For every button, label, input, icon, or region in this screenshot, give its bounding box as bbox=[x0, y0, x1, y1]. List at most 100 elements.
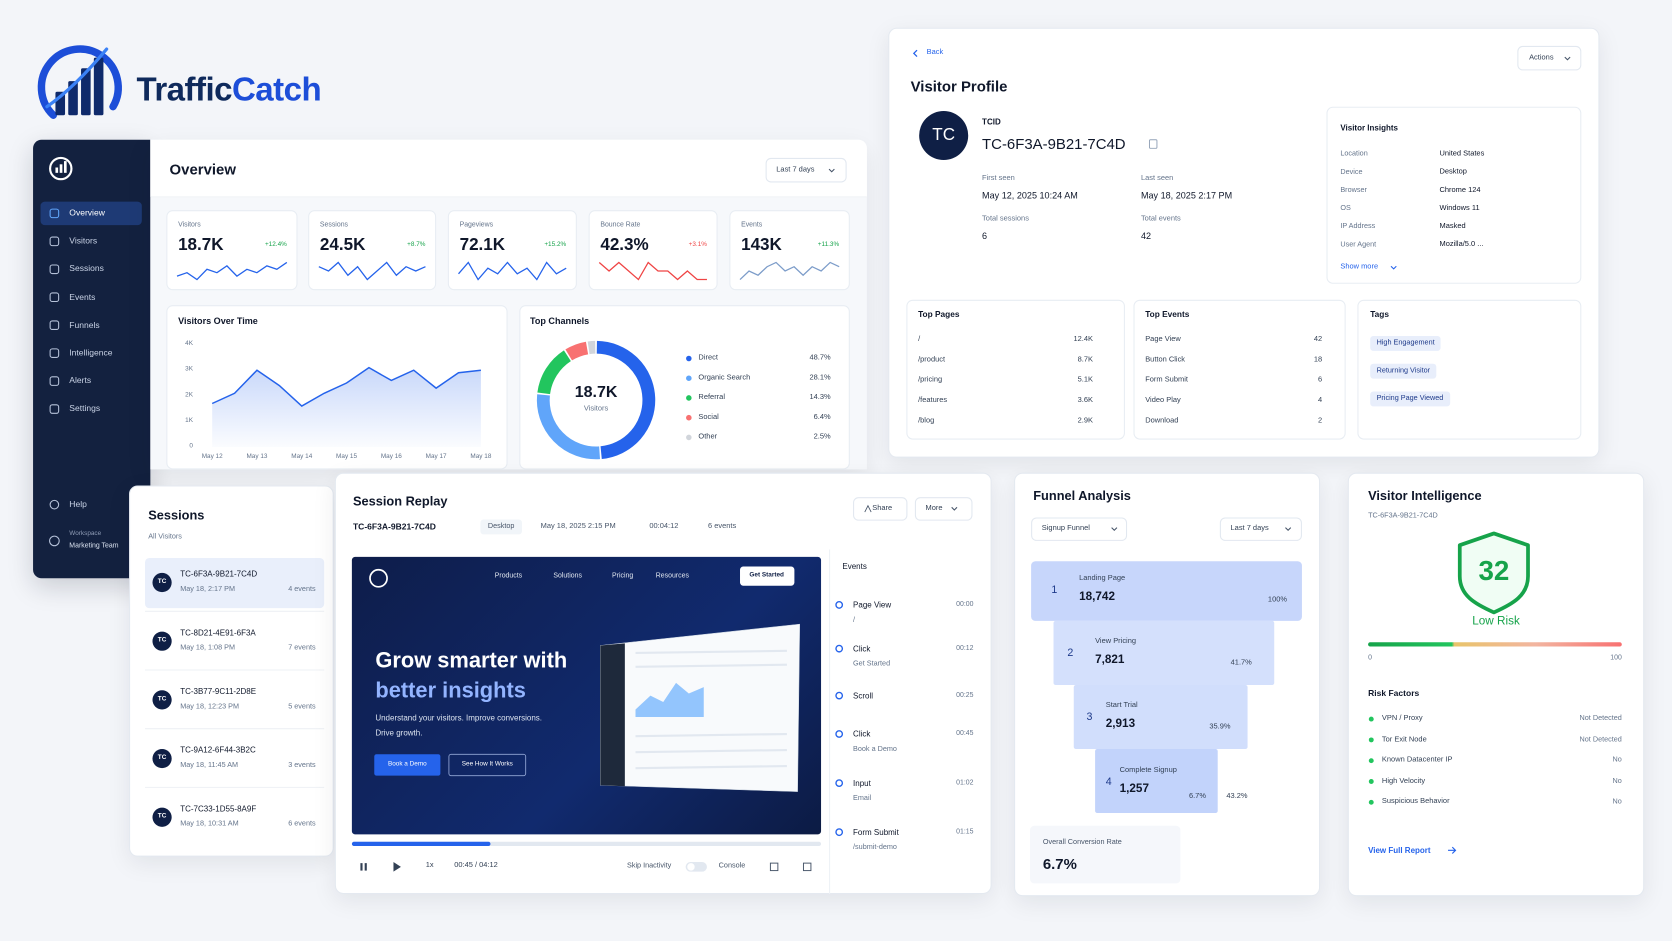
session-events: 3 events bbox=[288, 761, 316, 770]
panel-title: Risk Factors bbox=[1368, 688, 1420, 698]
session-id[interactable]: TC-6F3A-9B21-7C4D bbox=[180, 569, 258, 579]
show-more-link[interactable]: Show more bbox=[1340, 263, 1379, 271]
event-detail: Email bbox=[853, 794, 872, 803]
avatar-initials: TC bbox=[157, 637, 167, 644]
kpi-value: 42.3% bbox=[600, 236, 649, 255]
report-link[interactable]: View Full Report bbox=[1368, 845, 1431, 856]
event-name: Page View bbox=[853, 600, 892, 610]
nav-item[interactable]: Sessions bbox=[69, 264, 104, 274]
console-button[interactable]: Console bbox=[718, 861, 746, 870]
device-pill: Desktop bbox=[480, 519, 522, 535]
legend-label: Other bbox=[698, 432, 718, 441]
nav-item[interactable]: Events bbox=[69, 292, 96, 302]
back-link[interactable]: Back bbox=[926, 48, 944, 57]
visitor-id: TC-6F3A-9B21-7C4D bbox=[982, 135, 1126, 153]
event-name: Scroll bbox=[853, 690, 874, 701]
nav-item[interactable]: Funnels bbox=[69, 320, 100, 330]
overview-header bbox=[150, 139, 867, 198]
site-subtitle: Drive growth. bbox=[375, 728, 423, 738]
filter-label: All Visitors bbox=[148, 533, 182, 541]
section-title: Funnel Analysis bbox=[1033, 488, 1131, 504]
site-headline: Grow smarter with bbox=[375, 648, 568, 673]
step-percent: 100% bbox=[1267, 596, 1288, 604]
nav-item[interactable]: Alerts bbox=[69, 375, 92, 386]
share-button[interactable] bbox=[853, 497, 908, 521]
logo-bar bbox=[93, 57, 104, 116]
nav-item[interactable]: Intelligence bbox=[69, 348, 113, 358]
legend-label: Referral bbox=[698, 393, 725, 401]
more-button[interactable] bbox=[914, 497, 973, 521]
speed-control[interactable]: 1x bbox=[425, 861, 434, 870]
chart-card bbox=[166, 305, 508, 470]
list-value: 12.4K bbox=[1073, 335, 1093, 344]
factor-label: Known Datacenter IP bbox=[1381, 756, 1453, 764]
funnel-dropdown[interactable] bbox=[1031, 517, 1128, 541]
list-label: /features bbox=[918, 396, 948, 405]
legend-value: 6.4% bbox=[813, 413, 831, 421]
step-value: 1,257 bbox=[1119, 782, 1149, 796]
list-label: /blog bbox=[918, 416, 935, 425]
nav-item[interactable]: Help bbox=[69, 499, 87, 510]
legend-label: Social bbox=[698, 413, 719, 421]
tag: Pricing Page Viewed bbox=[1370, 391, 1450, 407]
x-tick-label: May 14 bbox=[291, 453, 313, 461]
kpi-delta: +15.2% bbox=[544, 241, 567, 248]
list-value: 3.6K bbox=[1077, 396, 1093, 405]
logo-ring bbox=[37, 45, 122, 119]
field-label: First seen bbox=[982, 174, 1015, 183]
session-events: 6 events bbox=[708, 522, 737, 531]
kpi-delta: +11.3% bbox=[817, 241, 840, 248]
legend-label: Organic Search bbox=[698, 373, 751, 382]
step-rate: 43.2% bbox=[1226, 792, 1248, 800]
kpi-label: Visitors bbox=[178, 220, 201, 229]
x-tick-label: May 15 bbox=[336, 453, 358, 461]
site-button: See How It Works bbox=[461, 761, 513, 768]
nav-item[interactable]: Visitors bbox=[69, 236, 98, 246]
logo-bar bbox=[81, 68, 91, 116]
factor-status: No bbox=[1612, 756, 1622, 764]
avatar-initials: TC bbox=[932, 126, 956, 145]
step-percent: 6.7% bbox=[1188, 792, 1206, 800]
x-tick-label: May 16 bbox=[380, 453, 402, 461]
session-id[interactable]: TC-9A12-6F44-3B2C bbox=[180, 745, 256, 755]
skip-label: Skip Inactivity bbox=[626, 861, 672, 870]
step-value: 2,913 bbox=[1105, 717, 1136, 731]
session-time: May 18, 11:45 AM bbox=[180, 761, 239, 770]
insight-label: User Agent bbox=[1340, 240, 1377, 248]
site-nav-item: Resources bbox=[655, 571, 689, 580]
list-label: Button Click bbox=[1145, 356, 1186, 364]
list-value: 8.7K bbox=[1077, 356, 1093, 364]
brand-name-part: Traffic bbox=[136, 70, 232, 109]
panel-title: Tags bbox=[1370, 309, 1389, 320]
nav-item[interactable]: Overview bbox=[69, 208, 105, 218]
chart-card bbox=[519, 305, 850, 470]
step-label: Complete Signup bbox=[1119, 766, 1177, 775]
session-id[interactable]: TC-3B77-9C11-2D8E bbox=[180, 686, 257, 697]
list-label: Form Submit bbox=[1145, 376, 1188, 384]
session-time: May 18, 10:31 AM bbox=[180, 820, 239, 828]
visitor-intelligence-card bbox=[1347, 472, 1645, 897]
session-id[interactable]: TC-7C33-1D55-8A9F bbox=[180, 803, 257, 814]
kpi-value: 72.1K bbox=[459, 236, 506, 255]
site-subtitle: Understand your visitors. Improve conver… bbox=[375, 713, 543, 723]
session-id[interactable]: TC-8D21-4E91-6F3A bbox=[180, 627, 256, 638]
range-text: Last 7 days bbox=[776, 166, 815, 174]
kpi-label: Pageviews bbox=[459, 220, 494, 229]
avatar-initials: TC bbox=[157, 696, 167, 703]
nav-item[interactable]: Settings bbox=[69, 403, 101, 414]
factor-label: Suspicious Behavior bbox=[1381, 797, 1450, 806]
list-label: Page View bbox=[1145, 335, 1181, 344]
event-detail: Book a Demo bbox=[853, 745, 897, 754]
risk-label: Low Risk bbox=[1472, 614, 1520, 628]
range-dropdown[interactable] bbox=[1219, 517, 1302, 541]
session-events: 4 events bbox=[288, 585, 316, 594]
event-time: 00:45 bbox=[956, 729, 974, 738]
list-value: 4 bbox=[1318, 396, 1323, 405]
step-label: View Pricing bbox=[1095, 637, 1137, 646]
session-events: 5 events bbox=[288, 703, 316, 711]
actions-button[interactable] bbox=[1517, 45, 1582, 71]
dropdown-text: Signup Funnel bbox=[1041, 524, 1090, 533]
overall-value: 6.7% bbox=[1042, 855, 1077, 873]
logo-bar bbox=[55, 91, 66, 116]
event-detail: / bbox=[853, 616, 856, 625]
